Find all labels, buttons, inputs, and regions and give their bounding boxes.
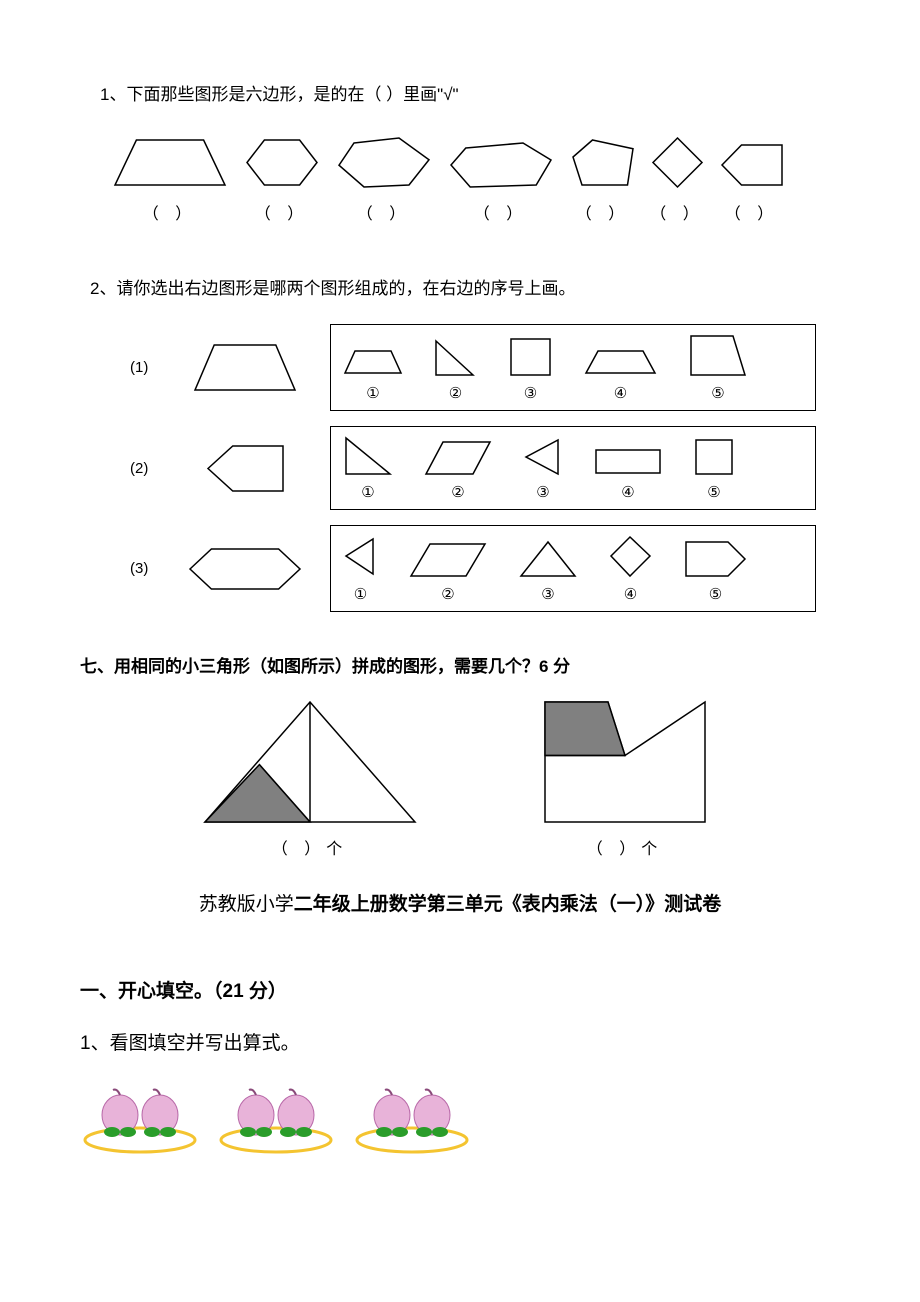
section-1-heading: 一、开心填空。（21 分） xyxy=(80,976,840,1003)
option-cell[interactable]: ③ xyxy=(518,537,578,603)
option-cell[interactable]: ④ xyxy=(593,445,663,501)
option-cell[interactable]: ③ xyxy=(508,336,553,402)
option-cell[interactable]: ④ xyxy=(583,343,658,402)
option-cell[interactable]: ① xyxy=(343,343,403,402)
option-cell[interactable]: ② xyxy=(408,539,488,603)
shape-cell: （ ） xyxy=(334,135,434,224)
question-1-shapes-row: （ ） （ ） （ ） （ ） （ ） （ ） （ ） xyxy=(80,135,840,224)
option-number: ③ xyxy=(541,585,554,603)
title-prefix: 苏教版小学 xyxy=(199,894,294,915)
answer-paren[interactable]: （ ）个 xyxy=(272,835,348,859)
peach-plate xyxy=(352,1080,472,1155)
option-number: ② xyxy=(441,585,454,603)
option-number: ① xyxy=(366,384,379,402)
target-shape xyxy=(180,340,310,395)
answer-paren[interactable]: （ ）个 xyxy=(587,835,663,859)
option-number: ⑤ xyxy=(711,384,724,402)
answer-paren[interactable]: （ ） xyxy=(576,200,630,224)
options-box: ① ② ③ ④ ⑤ xyxy=(330,525,816,612)
shape-cell: （ ） xyxy=(110,135,230,224)
option-cell[interactable]: ② xyxy=(433,338,478,402)
option-number: ① xyxy=(354,585,367,603)
option-cell[interactable]: ④ xyxy=(608,534,653,603)
shape-cell: （ ） xyxy=(568,135,638,224)
question-2-rows: (1) ① ② ③ ④ ⑤ (2) ① ② ③ ④ ⑤ (3) ① ② ③ ④ ⑤ xyxy=(80,324,840,612)
question-7-text: 七、用相同的小三角形（如图所示）拼成的图形，需要几个？6 分 xyxy=(80,652,840,677)
title-main: 二年级上册数学第三单元《表内乘法（一）》测试卷 xyxy=(294,894,722,915)
option-cell[interactable]: ① xyxy=(343,534,378,603)
option-number: ③ xyxy=(536,483,549,501)
target-shape xyxy=(180,544,310,594)
option-number: ① xyxy=(361,483,374,501)
option-number: ③ xyxy=(524,384,537,402)
option-number: ④ xyxy=(621,483,634,501)
q2-row: (2) ① ② ③ ④ ⑤ xyxy=(80,426,840,510)
answer-paren[interactable]: （ ） xyxy=(255,200,309,224)
option-number: ② xyxy=(449,384,462,402)
options-box: ① ② ③ ④ ⑤ xyxy=(330,324,816,411)
peach-plate xyxy=(216,1080,336,1155)
answer-paren[interactable]: （ ） xyxy=(474,200,528,224)
q2-row: (3) ① ② ③ ④ ⑤ xyxy=(80,525,840,612)
answer-paren[interactable]: （ ） xyxy=(650,200,704,224)
answer-paren[interactable]: （ ） xyxy=(725,200,779,224)
option-number: ② xyxy=(451,483,464,501)
answer-paren[interactable]: （ ） xyxy=(357,200,411,224)
test-title: 苏教版小学二年级上册数学第三单元《表内乘法（一）》测试卷 xyxy=(80,889,840,916)
option-number: ⑤ xyxy=(707,483,720,501)
option-cell[interactable]: ② xyxy=(423,437,493,501)
option-number: ④ xyxy=(614,384,627,402)
shape-cell: （ ） xyxy=(717,140,787,224)
question-7-row: （ ）个 （ ）个 xyxy=(80,697,840,859)
plates-row xyxy=(80,1080,840,1155)
shape-cell: （ ） xyxy=(242,135,322,224)
q2-row: (1) ① ② ③ ④ ⑤ xyxy=(80,324,840,411)
question-2-text: 2、请你选出右边图形是哪两个图形组成的，在右边的序号上画。 xyxy=(80,274,840,299)
row-label: (3) xyxy=(130,560,160,577)
option-cell[interactable]: ⑤ xyxy=(688,333,748,402)
shape-cell: （ ） xyxy=(446,140,556,224)
option-number: ⑤ xyxy=(709,585,722,603)
option-cell[interactable]: ① xyxy=(343,435,393,501)
row-label: (1) xyxy=(130,359,160,376)
q7-item: （ ）个 xyxy=(540,697,710,859)
option-number: ④ xyxy=(624,585,637,603)
q7-item: （ ）个 xyxy=(200,697,420,859)
answer-paren[interactable]: （ ） xyxy=(143,200,197,224)
target-shape xyxy=(180,441,310,496)
option-cell[interactable]: ⑤ xyxy=(693,437,735,501)
shape-cell: （ ） xyxy=(650,135,705,224)
question-1-text: 1、下面那些图形是六边形，是的在（ ）里画"√" xyxy=(80,80,840,105)
peach-plate xyxy=(80,1080,200,1155)
option-cell[interactable]: ⑤ xyxy=(683,537,748,603)
item-1-text: 1、看图填空并写出算式。 xyxy=(80,1028,840,1055)
options-box: ① ② ③ ④ ⑤ xyxy=(330,426,816,510)
row-label: (2) xyxy=(130,460,160,477)
option-cell[interactable]: ③ xyxy=(523,435,563,501)
